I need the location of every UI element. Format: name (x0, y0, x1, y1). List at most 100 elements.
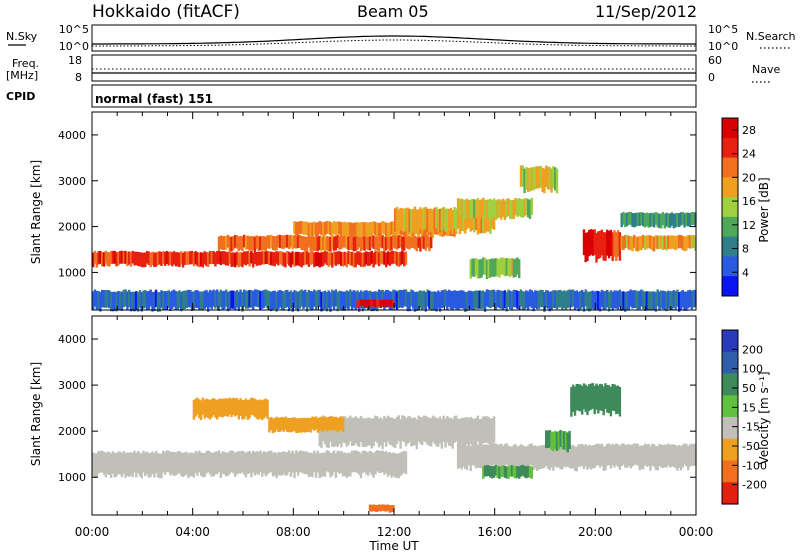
heatmap-cell (415, 419, 418, 450)
heatmap-cell (277, 234, 280, 248)
heatmap-cell (239, 235, 242, 250)
heatmap-cell (401, 415, 404, 441)
heatmap-cell (476, 444, 480, 468)
heatmap-cell (485, 465, 489, 477)
heatmap-cell (437, 290, 440, 309)
heatmap-cell (99, 292, 102, 312)
heatmap-cell (160, 453, 163, 479)
heatmap-cell (625, 291, 629, 311)
heatmap-cell (120, 291, 124, 311)
heatmap-cell (314, 291, 318, 310)
heatmap-cell (361, 252, 364, 268)
colorbar-swatch (722, 482, 738, 505)
heatmap-cell (243, 399, 246, 420)
heatmap-cell (235, 451, 239, 475)
heatmap-cell (676, 289, 679, 307)
heatmap-cell (318, 252, 321, 268)
heatmap-cell (690, 212, 693, 225)
heatmap-cell (512, 199, 515, 219)
heatmap-cell (343, 416, 347, 443)
heatmap-cell (323, 250, 327, 264)
heatmap-cell (554, 167, 557, 191)
heatmap-cell (309, 452, 312, 477)
heatmap-cell (444, 289, 447, 307)
heatmap-cell (106, 451, 109, 475)
beam-title: Beam 05 (357, 2, 429, 21)
heatmap-cell (433, 291, 436, 311)
heatmap-cell (106, 289, 109, 308)
heatmap-cell (643, 443, 647, 466)
heatmap-cell (383, 236, 386, 252)
heatmap-cell (291, 235, 294, 250)
heatmap-cell (354, 416, 357, 444)
heatmap-cell (237, 291, 240, 311)
heatmap-cell (527, 291, 530, 311)
heatmap-cell (167, 290, 170, 308)
heatmap-cell (589, 291, 593, 310)
heatmap-cell (135, 453, 138, 478)
heatmap-cell (422, 290, 426, 309)
heatmap-cell (162, 251, 165, 264)
heatmap-cell (510, 465, 514, 477)
heatmap-cell (93, 289, 97, 307)
heatmap-cell (678, 292, 681, 312)
heatmap-cell (332, 450, 336, 472)
heatmap-cell (381, 450, 384, 472)
heatmap-cell (293, 235, 296, 248)
heatmap-cell (331, 223, 334, 238)
heatmap-cell (631, 213, 634, 227)
heatmap-cell (679, 212, 683, 226)
heatmap-cell (322, 452, 325, 477)
heatmap-cell (554, 290, 557, 308)
heatmap-cell (453, 290, 456, 308)
heatmap-cell (566, 290, 569, 308)
heatmap-cell (291, 450, 294, 473)
heatmap-cell (622, 443, 625, 465)
heatmap-cell (345, 453, 348, 478)
heatmap-cell (377, 222, 381, 238)
heatmap-cell (334, 222, 338, 236)
heatmap-cell (413, 292, 417, 312)
heatmap-cell (403, 289, 406, 307)
heatmap-cell (257, 236, 260, 251)
heatmap-cell (345, 418, 348, 447)
heatmap-cell (643, 236, 647, 250)
heatmap-cell (352, 222, 356, 237)
heatmap-cell (480, 418, 483, 448)
heatmap-cell (120, 250, 124, 264)
heatmap-cell (512, 444, 515, 468)
heatmap-cell (190, 250, 194, 264)
heatmap-cell (345, 222, 348, 237)
heatmap-cell (133, 251, 136, 266)
heatmap-cell (476, 290, 480, 309)
heatmap-cell (234, 291, 237, 311)
heatmap-cell (478, 419, 481, 449)
heatmap-cell (563, 431, 566, 450)
heatmap-cell (210, 399, 213, 418)
x-tick-label: 04:00 (175, 525, 210, 539)
heatmap-cell (365, 418, 368, 447)
heatmap-cell (473, 443, 476, 466)
heatmap-cell (257, 289, 260, 308)
heatmap-cell (363, 222, 366, 237)
heatmap-cell (340, 291, 343, 310)
heatmap-cell (239, 289, 242, 307)
heatmap-cell (500, 443, 503, 466)
colorbar-swatch (722, 330, 738, 353)
heatmap-cell (248, 236, 251, 251)
heatmap-cell (467, 443, 471, 465)
heatmap-cell (115, 252, 118, 267)
heatmap-cell (672, 235, 675, 250)
heatmap-cell (518, 198, 521, 216)
heatmap-cell (501, 465, 505, 477)
heatmap-cell (223, 236, 226, 250)
heatmap-cell (295, 251, 298, 266)
heatmap-cell (370, 234, 373, 248)
heatmap-cell (552, 166, 555, 189)
heatmap-cell (530, 466, 533, 479)
heatmap-cell (266, 451, 269, 475)
heatmap-cell (469, 416, 472, 444)
heatmap-cell (178, 252, 181, 267)
heatmap-cell (381, 250, 384, 264)
